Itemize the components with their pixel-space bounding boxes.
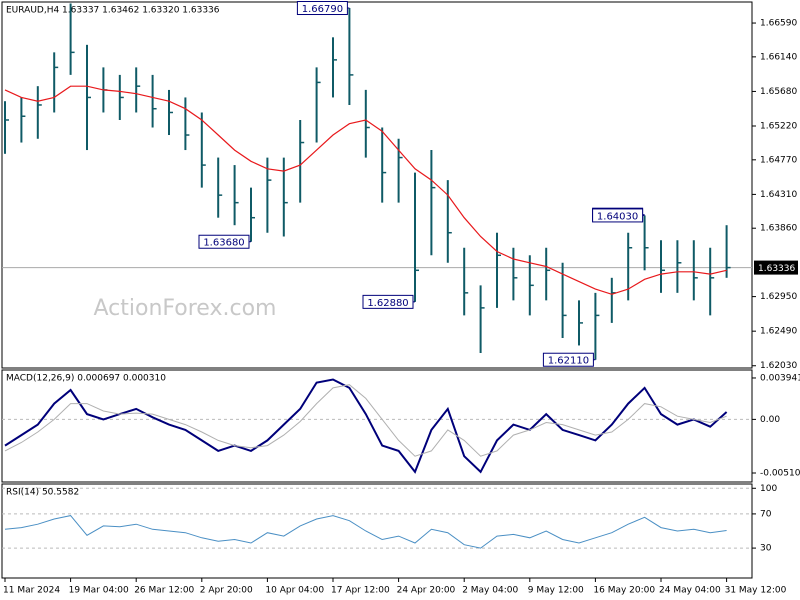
watermark: ActionForex.com [94, 296, 277, 321]
macd-line [4, 384, 727, 457]
annotation-box [362, 294, 414, 309]
annotation-label: 1.62110 [548, 356, 589, 367]
y-tick-label: 1.65220 [760, 122, 797, 132]
y-tick-label: 1.63860 [760, 224, 797, 234]
macd-line [4, 378, 728, 474]
rsi-line [4, 515, 727, 549]
x-tick-label: 26 Mar 12:00 [134, 586, 194, 596]
y-tick-label: 1.62490 [760, 327, 797, 337]
annotation-label: 1.64030 [597, 211, 638, 222]
y-tick-label: 70 [760, 509, 772, 519]
y-tick-label: 1.62950 [760, 292, 797, 302]
x-tick-label: 24 May 04:00 [659, 586, 721, 596]
annotation-label: 1.66790 [302, 4, 343, 15]
annotation-box [296, 1, 348, 16]
x-tick-label: 9 May 12:00 [528, 586, 584, 596]
annotation-box [592, 208, 644, 223]
moving-average [4, 85, 727, 295]
y-tick-label: 1.66590 [760, 19, 797, 29]
y-tick-label: 30 [760, 544, 772, 554]
x-tick-label: 10 Apr 04:00 [265, 586, 324, 596]
y-tick-label: 0.00 [760, 415, 780, 425]
y-tick-label: 1.62030 [760, 361, 797, 371]
panel-frame [1, 483, 753, 579]
x-tick-label: 31 May 12:00 [725, 586, 787, 596]
y-tick-label: 1.64770 [760, 155, 797, 165]
y-tick-label: 1.65680 [760, 87, 797, 97]
x-tick-label: 2 May 04:00 [462, 586, 518, 596]
panel-title: MACD(12,26,9) 0.000697 0.000310 [6, 374, 166, 384]
y-tick-label: -0.005103 [760, 468, 800, 478]
x-tick-label: 2 Apr 20:00 [200, 586, 253, 596]
panel-title: EURAUD,H4 1.63337 1.63462 1.63320 1.6333… [6, 6, 220, 16]
panel-title: RSI(14) 50.5582 [6, 488, 79, 498]
annotation-box [198, 234, 250, 249]
panel-frame [1, 369, 753, 483]
x-tick-label: 16 May 20:00 [593, 586, 655, 596]
y-tick-label: 1.64310 [760, 190, 797, 200]
x-tick-label: 11 Mar 2024 [3, 586, 60, 596]
last-price-box [754, 260, 798, 275]
x-tick-label: 24 Apr 20:00 [397, 586, 456, 596]
y-tick-label: 100 [760, 484, 777, 494]
annotation-box [542, 352, 594, 367]
annotation-label: 1.62880 [367, 298, 408, 309]
x-tick-label: 17 Apr 12:00 [331, 586, 390, 596]
y-tick-label: 1.66140 [760, 52, 797, 62]
panel-frame [1, 1, 753, 369]
last-price-label: 1.63336 [758, 264, 795, 274]
y-tick-label: 0.003941 [760, 373, 800, 383]
annotation-label: 1.63680 [203, 238, 244, 249]
x-tick-label: 19 Mar 04:00 [69, 586, 129, 596]
